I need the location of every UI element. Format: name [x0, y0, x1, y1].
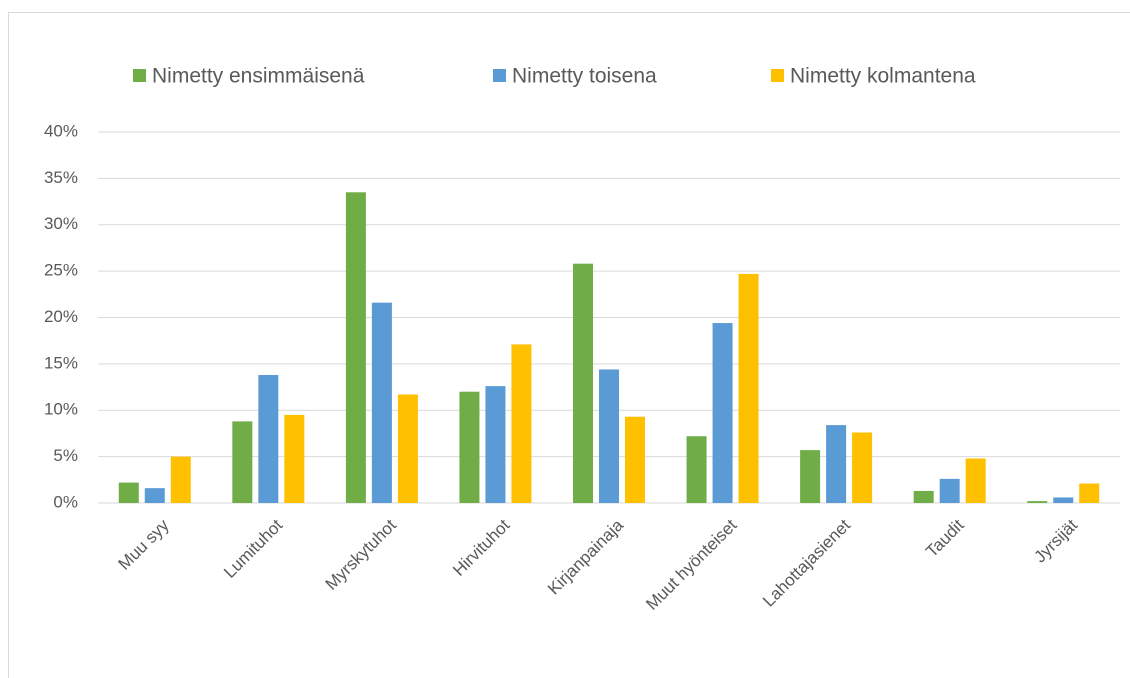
bar — [913, 490, 934, 503]
legend-swatch — [493, 69, 506, 82]
y-tick-label: 15% — [44, 353, 78, 372]
y-tick-label: 25% — [44, 261, 78, 280]
bar — [826, 425, 847, 503]
y-tick-label: 0% — [53, 492, 78, 511]
x-tick-label: Hirvituhot — [449, 515, 513, 579]
bar — [232, 421, 253, 503]
bar — [485, 386, 506, 503]
y-tick-label: 35% — [44, 168, 78, 187]
bar — [345, 192, 366, 503]
bar — [118, 482, 139, 503]
x-tick-label: Jyrsijät — [1030, 515, 1081, 566]
legend-label: Nimetty ensimmäisenä — [152, 65, 365, 88]
bar — [1079, 483, 1100, 503]
y-tick-label: 30% — [44, 214, 78, 233]
legend-swatch — [771, 69, 784, 82]
bar — [1053, 497, 1074, 503]
bar — [625, 416, 645, 503]
bar — [712, 323, 733, 503]
x-tick-label: Lumituhot — [220, 515, 286, 581]
bar — [144, 488, 165, 503]
bar — [371, 302, 392, 503]
x-tick-label: Lahottajasienet — [759, 515, 854, 610]
chart-frame — [8, 12, 1130, 678]
x-tick-label: Muut hyönteiset — [642, 515, 740, 613]
bar — [939, 478, 960, 503]
y-tick-label: 20% — [44, 307, 78, 326]
bar — [397, 394, 418, 503]
bar — [852, 432, 873, 503]
bar — [599, 369, 619, 503]
x-tick-label: Muu syy — [115, 515, 174, 574]
bar — [573, 263, 593, 503]
bar — [511, 344, 532, 503]
y-tick-label: 10% — [44, 400, 78, 419]
bar — [1027, 501, 1048, 503]
x-tick-label: Myrskytuhot — [322, 515, 400, 593]
bar — [459, 391, 480, 503]
x-tick-label: Taudit — [922, 515, 968, 561]
bar — [170, 456, 191, 503]
bar — [258, 375, 279, 503]
bar — [284, 414, 305, 503]
bar — [686, 436, 707, 503]
y-tick-label: 5% — [53, 446, 78, 465]
bar — [965, 458, 986, 503]
bar — [800, 450, 821, 503]
x-tick-label: Kirjanpainaja — [544, 515, 627, 598]
legend-label: Nimetty kolmantena — [790, 65, 976, 88]
legend-label: Nimetty toisena — [512, 65, 657, 88]
bar — [738, 273, 759, 503]
legend-swatch — [133, 69, 146, 82]
y-tick-label: 40% — [44, 121, 78, 140]
